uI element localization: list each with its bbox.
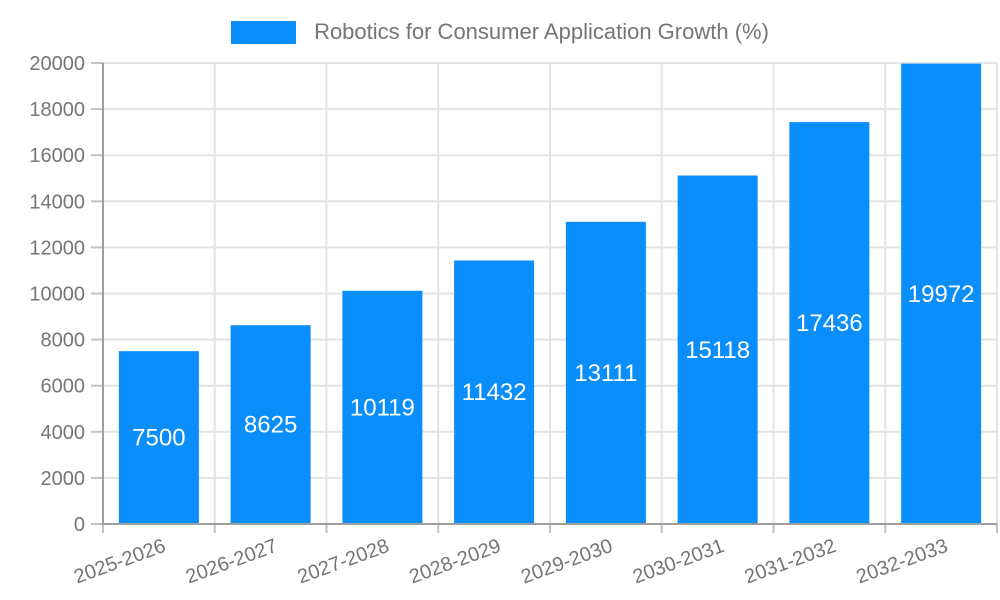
bar-value-label: 19972 [908, 281, 975, 308]
bar-value-label: 10119 [350, 394, 415, 421]
y-axis-tick-label: 18000 [29, 99, 85, 121]
y-axis-tick-label: 10000 [29, 284, 85, 306]
x-axis-label-group: 2030-2031 [630, 535, 727, 588]
x-axis-tick-label: 2027-2028 [295, 535, 392, 588]
bar-value-label: 11432 [462, 379, 527, 406]
y-axis-tick-label: 2000 [41, 468, 86, 490]
x-axis-label-group: 2025-2026 [71, 535, 168, 588]
legend-label: Robotics for Consumer Application Growth… [314, 19, 769, 44]
x-axis-label-group: 2031-2032 [742, 535, 839, 588]
x-axis-label-group: 2027-2028 [295, 535, 392, 588]
y-axis-tick-label: 14000 [29, 191, 85, 213]
x-axis-tick-label: 2029-2030 [518, 535, 615, 588]
bar-value-label: 8625 [244, 412, 297, 439]
bar[interactable] [901, 63, 982, 525]
x-axis-label-group: 2029-2030 [518, 535, 615, 588]
x-axis-label-group: 2028-2029 [406, 535, 503, 588]
bar[interactable] [342, 290, 423, 524]
y-axis-tick-label: 16000 [29, 145, 85, 167]
bar[interactable] [565, 221, 646, 524]
legend-item[interactable]: Robotics for Consumer Application Growth… [0, 19, 1000, 45]
y-axis-tick-label: 12000 [29, 237, 85, 259]
bar-value-label: 7500 [132, 425, 185, 452]
x-axis-tick-label: 2028-2029 [406, 535, 503, 588]
x-axis-tick-label: 2032-2033 [853, 535, 950, 588]
x-axis-tick-label: 2025-2026 [71, 535, 168, 588]
bar[interactable] [789, 122, 870, 525]
bar[interactable] [454, 260, 535, 524]
bar[interactable] [677, 175, 758, 525]
y-axis-tick-label: 8000 [41, 330, 86, 352]
x-axis-tick-label: 2031-2032 [742, 535, 839, 588]
x-axis-tick-label: 2030-2031 [630, 535, 727, 588]
y-axis-tick-label: 4000 [41, 422, 86, 444]
x-axis-tick-label: 2026-2027 [183, 535, 280, 588]
legend-swatch[interactable] [231, 20, 297, 44]
bar-value-label: 15118 [685, 337, 750, 364]
y-axis-tick-label: 0 [74, 514, 85, 536]
bar-value-label: 17436 [796, 310, 863, 337]
x-axis-label-group: 2026-2027 [183, 535, 280, 588]
bar[interactable] [118, 351, 199, 524]
x-axis-label-group: 2032-2033 [853, 535, 950, 588]
bar[interactable] [230, 325, 311, 524]
y-axis-tick-label: 6000 [41, 376, 86, 398]
y-axis-tick-label: 20000 [29, 53, 85, 75]
bar-value-label: 13111 [574, 360, 637, 387]
